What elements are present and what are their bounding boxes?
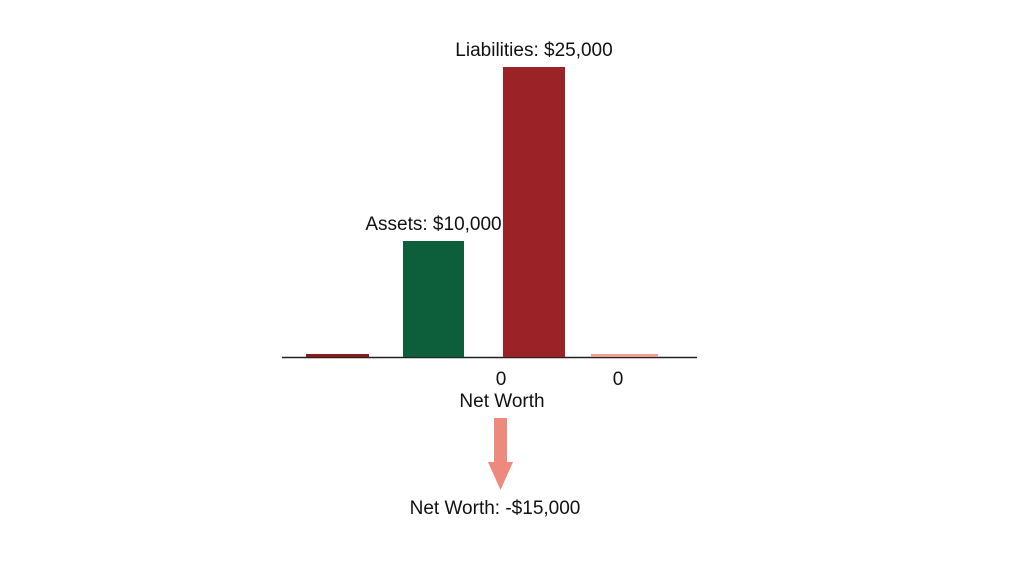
bar-liabilities <box>503 67 565 357</box>
labels-layer: Assets: $10,000 Liabilities: $25,000 <box>365 40 612 235</box>
bars-layer <box>306 67 658 357</box>
tick-label: 0 <box>496 369 507 390</box>
arrow-head <box>488 462 513 490</box>
bar-stub-left <box>306 354 369 357</box>
net-worth-result-label: Net Worth: -$15,000 <box>410 498 581 519</box>
arrow-shaft <box>494 418 507 464</box>
tick-label: 0 <box>613 369 624 390</box>
value-label: Liabilities: $25,000 <box>455 40 612 61</box>
value-label: Assets: $10,000 <box>365 214 501 235</box>
net-worth-axis-label: Net Worth <box>459 391 544 412</box>
bar-stub-right <box>591 354 658 357</box>
down-arrow-icon <box>488 418 513 490</box>
bar-assets <box>403 241 464 357</box>
